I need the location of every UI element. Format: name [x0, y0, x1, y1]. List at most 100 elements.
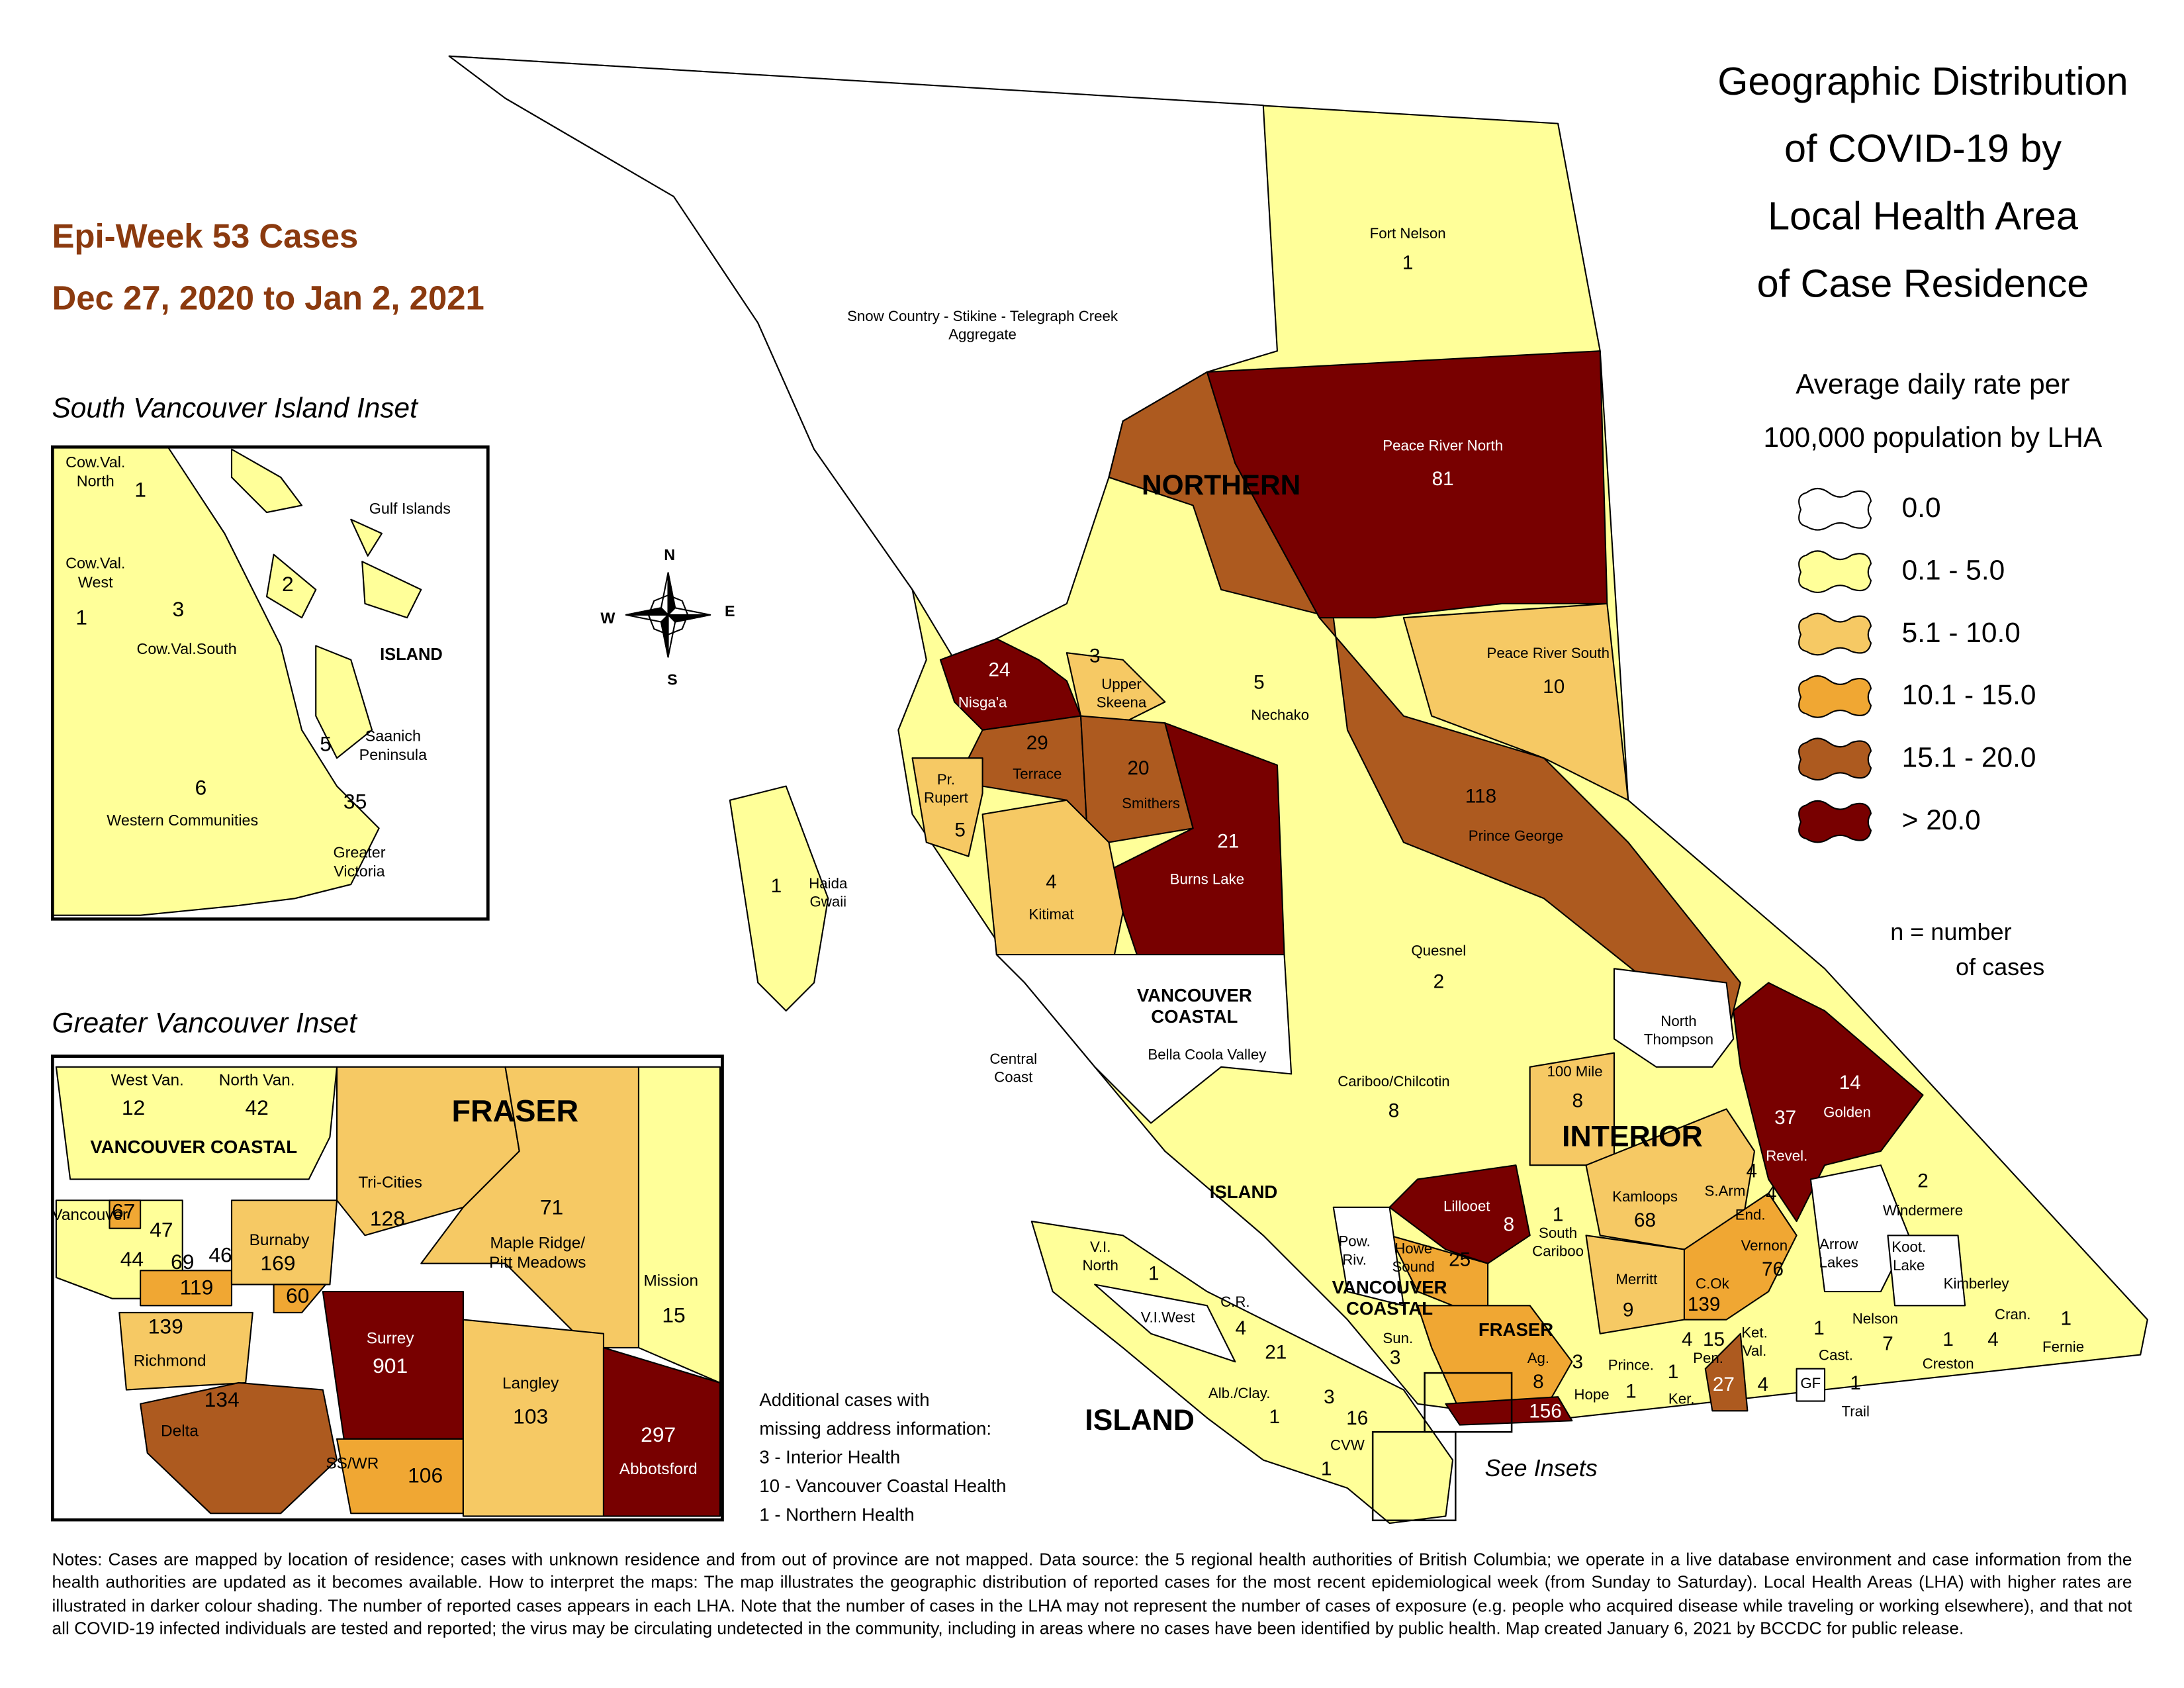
case-count: 15: [662, 1303, 685, 1327]
area-name: Prince George: [1469, 827, 1563, 844]
label: ISLAND: [1085, 1404, 1195, 1436]
case-count: 8: [1572, 1090, 1584, 1112]
see-insets: See Insets: [1484, 1454, 1597, 1481]
legend-label: > 20.0: [1902, 804, 1981, 835]
case-count: 47: [150, 1217, 173, 1241]
case-count: 103: [513, 1404, 548, 1428]
case-count: 3: [1324, 1386, 1335, 1408]
area-name: Saanich: [365, 727, 421, 745]
label: VANCOUVER: [1332, 1277, 1447, 1297]
area-name: Peace River South: [1486, 645, 1610, 661]
area-name: Cran.: [1995, 1306, 2030, 1323]
case-count: 7: [1882, 1333, 1893, 1355]
legend-title: 100,000 population by LHA: [1764, 422, 2103, 453]
area-name: Mission: [643, 1272, 698, 1290]
area-name: Snow Country - Stikine - Telegraph Creek: [847, 308, 1118, 324]
case-count: 128: [370, 1206, 405, 1230]
area-name: South: [1539, 1225, 1577, 1241]
case-count: 46: [208, 1243, 232, 1266]
health-area: [729, 785, 829, 1012]
area-name: Alb./Clay.: [1208, 1385, 1271, 1401]
area-name: Quesnel: [1411, 943, 1466, 959]
case-count: 134: [205, 1387, 240, 1411]
inset-frame: [50, 1055, 724, 1522]
health-area: [140, 1382, 338, 1515]
compass-letter: S: [667, 671, 678, 688]
health-area: [1332, 1206, 1404, 1307]
case-count: 8: [1533, 1371, 1544, 1393]
health-area: [1388, 1164, 1531, 1264]
case-count: 118: [1465, 785, 1496, 807]
area-name: West Van.: [111, 1071, 184, 1089]
health-area: [448, 55, 1279, 661]
area-name: North Van.: [219, 1071, 295, 1089]
case-count: 27: [1713, 1374, 1735, 1395]
health-area: [1796, 1368, 1826, 1402]
area-name: S.OK.: [1704, 1413, 1743, 1429]
legend-label: 5.1 - 10.0: [1902, 617, 2021, 648]
title: Local Health Area: [1768, 194, 2079, 238]
compass-letter: E: [725, 602, 735, 620]
additional-note: 3 - Interior Health: [759, 1447, 900, 1468]
case-count: 15: [1703, 1329, 1725, 1350]
area-name: SS/WR: [326, 1454, 379, 1472]
area-name: Burns Lake: [1170, 871, 1245, 888]
legend-label: 10.1 - 15.0: [1902, 679, 2036, 710]
case-count: 1: [1321, 1458, 1332, 1479]
case-count: 1: [1942, 1329, 1954, 1350]
area-name: Windermere: [1883, 1202, 1963, 1219]
legend-swatch: [1798, 550, 1872, 594]
health-area: [1887, 1235, 1966, 1307]
area-name: V.I.: [1090, 1239, 1111, 1255]
compass-letter: W: [600, 609, 615, 626]
case-count: 169: [260, 1251, 295, 1275]
label: VANCOUVER: [1137, 985, 1252, 1006]
health-area: [230, 448, 303, 514]
legend-label: 15.1 - 20.0: [1902, 742, 2036, 773]
area-name: Cow.Val.: [66, 555, 125, 572]
area-name: Kitimat: [1028, 906, 1074, 923]
area-name: Nisga'a: [958, 694, 1007, 710]
health-area: [1683, 1192, 1797, 1321]
legend-swatch: [1798, 487, 1872, 531]
area-name: North: [1661, 1013, 1696, 1029]
area-name: Peace River North: [1383, 437, 1503, 453]
case-count: 25: [1449, 1248, 1471, 1270]
health-area: [1066, 652, 1166, 724]
shapes: [52, 55, 2148, 1524]
health-area: [1733, 982, 1924, 1223]
area-name: Chilliwack: [1513, 1430, 1579, 1446]
area-name: Fernie: [2042, 1338, 2084, 1355]
area-name: Richmond: [134, 1352, 206, 1370]
health-area: [265, 553, 317, 619]
case-count: 2: [282, 572, 294, 596]
area-name: 100 Mile: [1547, 1063, 1602, 1080]
health-area: [55, 1066, 338, 1180]
area-name: Nelson: [1852, 1310, 1898, 1327]
area-name: Ker.: [1668, 1390, 1695, 1407]
area-name: Sound: [1392, 1258, 1434, 1275]
case-count: 29: [1026, 732, 1048, 754]
area-name: Creston: [1923, 1355, 1974, 1372]
notes-box: Notes: Cases are mapped by location of r…: [52, 1550, 2132, 1638]
case-count: 156: [1529, 1400, 1562, 1422]
area-name: Howe: [1394, 1240, 1432, 1256]
health-area: [1445, 1396, 1573, 1426]
case-count: 20: [1127, 757, 1149, 779]
area-name: Coast: [994, 1069, 1033, 1086]
label: VANCOUVER COASTAL: [90, 1137, 297, 1157]
area-name: C.R.: [1220, 1293, 1250, 1310]
label: COASTAL: [1346, 1298, 1433, 1319]
case-count: 4: [1746, 1160, 1757, 1182]
health-area: [1094, 1284, 1236, 1363]
health-area: [52, 447, 380, 916]
area-name: North: [77, 473, 114, 490]
health-area: [939, 637, 1082, 731]
case-count: 9: [1623, 1299, 1634, 1321]
case-count: 3: [1089, 645, 1101, 667]
area-name: Victoria: [334, 863, 385, 880]
area-name: Cariboo: [1532, 1243, 1584, 1260]
area-name: Revel.: [1766, 1147, 1807, 1164]
case-count: 901: [373, 1354, 408, 1378]
